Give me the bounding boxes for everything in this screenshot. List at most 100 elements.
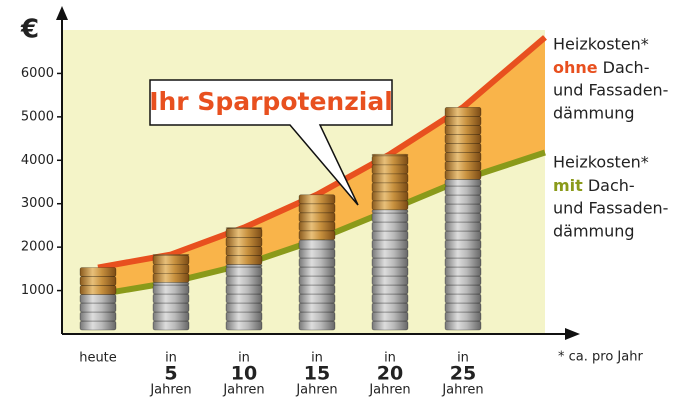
coin [299, 258, 335, 267]
coin [226, 265, 262, 267]
coin [445, 276, 481, 285]
legend-title: Heizkosten* [553, 35, 649, 54]
coin [226, 276, 262, 285]
silver-stack [153, 282, 189, 330]
y-axis-label: € [20, 15, 39, 45]
coin [445, 195, 481, 204]
legend-text: Dach- [603, 58, 650, 77]
coin [299, 276, 335, 285]
y-tick-label: 5000 [21, 109, 54, 124]
legend-text: dämmung [553, 222, 635, 241]
coin [445, 258, 481, 267]
coin [226, 312, 262, 321]
coin [445, 134, 481, 143]
coin [153, 312, 189, 321]
coin [299, 303, 335, 312]
coin [153, 264, 189, 273]
x-tick-label: Jahren [441, 383, 483, 398]
coin [372, 240, 408, 249]
coin [445, 179, 481, 186]
silver-stack [226, 265, 262, 330]
coin [445, 249, 481, 258]
coin [299, 204, 335, 213]
coin [226, 228, 262, 229]
y-axis-arrow [56, 6, 68, 20]
x-tick-label: Jahren [149, 383, 191, 398]
coin [445, 107, 481, 116]
coin [80, 303, 116, 312]
coin [372, 294, 408, 303]
y-tick-label: 1000 [21, 283, 54, 298]
coin [445, 161, 481, 170]
coin [153, 255, 189, 256]
coin [226, 303, 262, 312]
coin [445, 312, 481, 321]
coin [445, 321, 481, 330]
y-tick-label: 4000 [21, 153, 54, 168]
coin [445, 294, 481, 303]
x-tick-label: 15 [304, 363, 330, 385]
coin [153, 294, 189, 303]
coin [445, 152, 481, 161]
coin [226, 256, 262, 265]
coin [299, 267, 335, 276]
coin [299, 240, 335, 249]
coin [372, 276, 408, 285]
coin [226, 321, 262, 330]
coin [372, 222, 408, 231]
coin [226, 247, 262, 256]
coin [445, 125, 481, 134]
legend-keyword: ohne [553, 58, 598, 77]
legend-text: und Fassaden- [553, 81, 668, 100]
coin [80, 268, 116, 277]
coin [372, 267, 408, 276]
coin [372, 285, 408, 294]
coin [372, 213, 408, 222]
legend-title: Heizkosten* [553, 153, 649, 172]
coin [80, 321, 116, 330]
coin [299, 195, 335, 204]
coin [445, 170, 481, 179]
coin [445, 267, 481, 276]
coin [153, 255, 189, 264]
coin [372, 156, 408, 165]
coin [80, 285, 116, 294]
silver-stack [445, 179, 481, 330]
coin [372, 231, 408, 240]
coin [445, 116, 481, 125]
gold-stack [226, 228, 262, 265]
coin [226, 285, 262, 294]
coin [80, 312, 116, 321]
coin [153, 285, 189, 294]
coin [372, 210, 408, 213]
coin [445, 204, 481, 213]
legend-text: Dach- [588, 176, 635, 195]
gold-stack [153, 255, 189, 283]
legend-keyword: mit [553, 176, 583, 195]
footnote: * ca. pro Jahr [558, 350, 643, 365]
coin [372, 183, 408, 192]
coin [299, 312, 335, 321]
coin [445, 186, 481, 195]
coin [299, 249, 335, 258]
legend-line: ohne Dach- [553, 58, 649, 77]
coin [299, 294, 335, 303]
coin [372, 312, 408, 321]
coin [299, 321, 335, 330]
coin [80, 276, 116, 285]
legend-text: und Fassaden- [553, 199, 668, 218]
coin [445, 231, 481, 240]
coin [153, 273, 189, 282]
coin [299, 285, 335, 294]
coin [372, 201, 408, 210]
coin [372, 192, 408, 201]
coin [153, 321, 189, 330]
coin [299, 231, 335, 240]
coin [372, 321, 408, 330]
coin [372, 154, 408, 156]
y-tick-label: 3000 [21, 196, 54, 211]
coin [226, 267, 262, 276]
x-tick-label: 20 [377, 363, 403, 385]
x-tick-label: heute [79, 351, 117, 366]
y-tick-label: 6000 [21, 66, 54, 81]
